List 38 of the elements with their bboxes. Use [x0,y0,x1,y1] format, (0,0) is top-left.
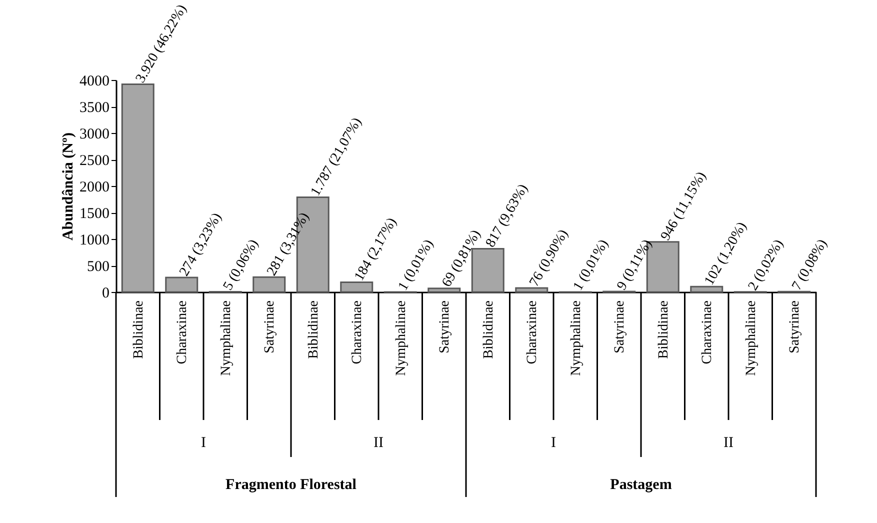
bar [428,288,461,293]
y-tick-label: 1500 [80,206,110,222]
y-tick-label: 500 [87,259,110,275]
x-tick-label: Nymphalinae [568,300,584,376]
y-axis-title: Abundância (Nº) [60,132,76,240]
text: II [374,435,384,451]
bar [165,276,198,293]
text: Fragmento Florestal [226,477,356,493]
bar [515,287,548,293]
x-tick-label: Charaxinae [525,300,540,364]
y-tick-label: 4000 [80,74,110,90]
bar [340,282,374,293]
x-tick-label: Nymphalinae [744,300,759,376]
x-tick-label: Charaxinae [700,300,716,364]
y-tick-label: 3000 [80,126,110,142]
y-tick-label: 2500 [80,153,110,169]
bar [690,286,724,293]
x-tick-label: Biblidinae [481,300,496,359]
text: I [551,435,556,451]
x-tick-label: Nymphalinae [218,300,234,376]
x-tick-label: Biblidinae [131,300,146,359]
x-tick-label: Nymphalinae [394,300,409,376]
y-tick-label: 0 [102,286,110,302]
text: Pastagem [610,477,672,493]
x-tick-label: Satyrinae [262,300,278,354]
y-tick-label: 1000 [80,232,110,248]
x-tick-label: Charaxinae [350,300,366,364]
bar [121,83,154,293]
y-tick-label: 3500 [80,100,110,116]
x-tick-label: Biblidinae [656,300,672,359]
x-tick-label: Charaxinae [175,300,190,364]
x-tick-label: Biblidinae [306,300,322,359]
x-tick-label: Satyrinae [788,300,803,354]
y-tick-label: 2000 [80,180,110,196]
x-tick-label: Satyrinae [438,300,453,354]
text: II [724,435,734,451]
text: I [201,435,206,451]
x-tick-label: Satyrinae [612,300,628,354]
